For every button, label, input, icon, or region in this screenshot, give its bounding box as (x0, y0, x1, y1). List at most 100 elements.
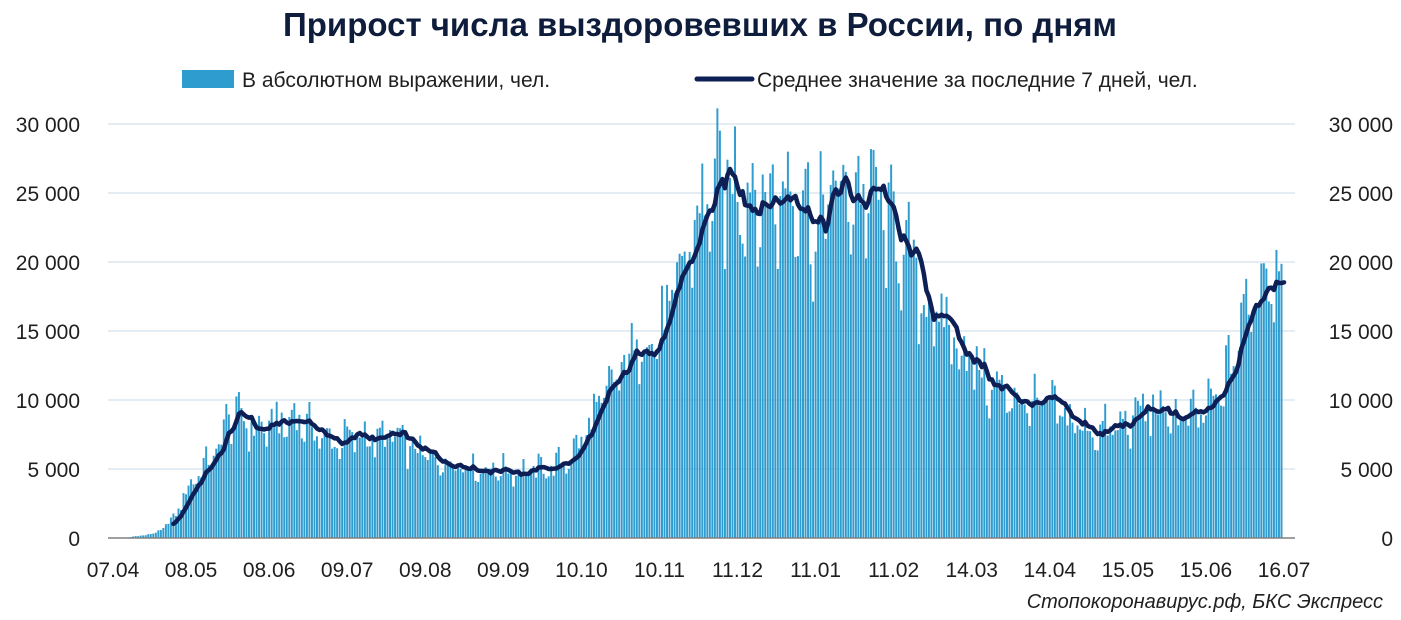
daily-bar (1210, 389, 1212, 538)
daily-bar (711, 221, 713, 538)
daily-bar (618, 390, 620, 538)
daily-bar (329, 428, 331, 538)
daily-bar (941, 294, 943, 538)
daily-bar (248, 452, 250, 538)
daily-bar (533, 466, 535, 538)
daily-bar (996, 371, 998, 538)
daily-bar (817, 217, 819, 538)
daily-bar (671, 290, 673, 538)
daily-bar (784, 188, 786, 538)
y-tick-label-left: 10 000 (16, 390, 80, 413)
daily-bar (1228, 335, 1230, 538)
daily-bar (714, 159, 716, 539)
daily-bar (691, 288, 693, 538)
daily-bar (1225, 345, 1227, 538)
daily-bar (465, 468, 467, 538)
daily-bar (593, 394, 595, 538)
daily-bar (404, 437, 406, 538)
daily-bar (356, 434, 358, 538)
daily-bar (857, 156, 859, 538)
y-tick-label-left: 15 000 (16, 321, 80, 344)
daily-bar (661, 286, 663, 538)
daily-bar (936, 312, 938, 538)
daily-bar (744, 257, 746, 538)
daily-bar (737, 202, 739, 538)
daily-bar (1021, 399, 1023, 538)
daily-bar (888, 182, 890, 538)
daily-bar (956, 348, 958, 538)
daily-bar (1014, 388, 1016, 538)
daily-bar (407, 469, 409, 538)
daily-bar (1175, 399, 1177, 538)
daily-bar (1270, 304, 1272, 538)
daily-bar (1200, 414, 1202, 538)
daily-bar (981, 378, 983, 538)
daily-bar (1077, 426, 1079, 538)
daily-bar (840, 181, 842, 538)
daily-bar (225, 404, 227, 538)
daily-bar (1097, 450, 1099, 538)
daily-bar (500, 476, 502, 538)
daily-bar (971, 361, 973, 538)
daily-bar (648, 345, 650, 538)
daily-bar (792, 206, 794, 538)
daily-bar (439, 475, 441, 538)
daily-bar (480, 474, 482, 538)
daily-bar (983, 348, 985, 538)
daily-bar (656, 359, 658, 538)
daily-bar (331, 449, 333, 538)
daily-bar (455, 471, 457, 538)
daily-bar (336, 448, 338, 538)
daily-bar (1122, 419, 1124, 538)
daily-bar (505, 466, 507, 538)
daily-bar (341, 448, 343, 538)
daily-bar (689, 252, 691, 538)
daily-bar (913, 240, 915, 538)
x-tick-label: 11.02 (868, 559, 919, 582)
daily-bar (326, 428, 328, 538)
y-tick-label-right: 30 000 (1329, 114, 1393, 137)
daily-bar (1218, 399, 1220, 538)
daily-bar (1082, 431, 1084, 538)
daily-bar (628, 354, 630, 538)
daily-bar (782, 181, 784, 538)
daily-bar (1059, 416, 1061, 538)
daily-bar (933, 346, 935, 538)
daily-bar (1195, 408, 1197, 538)
daily-bar (679, 254, 681, 538)
daily-bar (900, 310, 902, 538)
daily-bar (528, 473, 530, 538)
daily-bar (752, 163, 754, 538)
daily-bar (847, 222, 849, 538)
daily-bar (1034, 374, 1036, 538)
x-tick-label: 14.04 (1024, 559, 1077, 582)
daily-bar (1268, 301, 1270, 538)
daily-bar (918, 344, 920, 538)
daily-bar (490, 469, 492, 538)
daily-bar (1066, 425, 1068, 538)
daily-bar (621, 362, 623, 538)
daily-bar (311, 427, 313, 538)
x-tick-label: 08.05 (165, 559, 218, 582)
daily-bar (1248, 315, 1250, 538)
daily-bar (1187, 426, 1189, 538)
daily-bar (1001, 375, 1003, 538)
daily-bar (807, 162, 809, 538)
daily-bar (1182, 421, 1184, 538)
daily-bar (1190, 399, 1192, 538)
daily-bar (1009, 411, 1011, 538)
daily-bar (555, 453, 557, 538)
daily-bar (251, 422, 253, 538)
daily-bar (1132, 415, 1134, 538)
daily-bar (1029, 426, 1031, 538)
daily-bar (850, 254, 852, 538)
daily-bar (643, 350, 645, 538)
daily-bar (732, 194, 734, 538)
daily-bar (1114, 430, 1116, 538)
daily-bar (1019, 404, 1021, 538)
daily-bar (190, 479, 192, 538)
daily-bar (923, 305, 925, 538)
daily-bar (1245, 279, 1247, 538)
daily-bar (233, 426, 235, 538)
daily-bar (268, 421, 270, 538)
